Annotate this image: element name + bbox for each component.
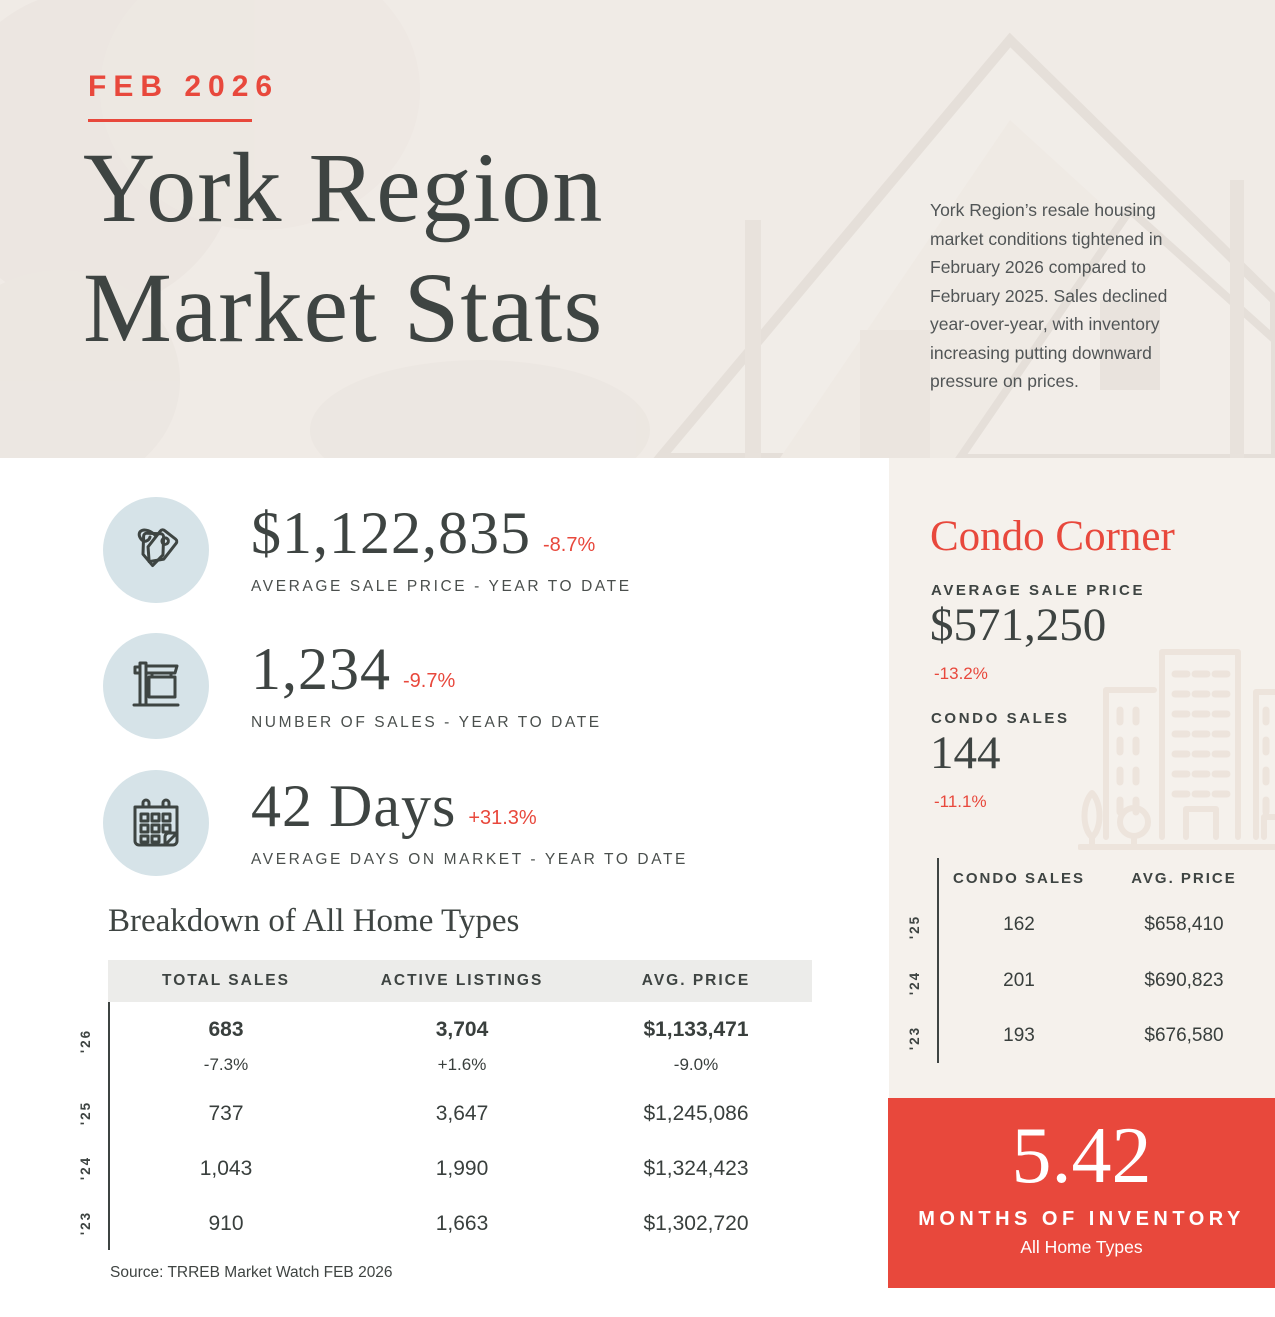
condo-sales-change: -11.1% xyxy=(934,792,987,811)
total-sales-change: -7.3% xyxy=(203,1055,249,1074)
stat-value-row: 42 Days +31.3% xyxy=(251,772,688,841)
total-sales-value: 1,043 xyxy=(199,1157,253,1180)
total-sales-value: 910 xyxy=(208,1212,244,1235)
stat-value: 1,234 xyxy=(251,636,391,702)
avg-price-value: $1,133,471 xyxy=(643,1018,749,1041)
page-title: York Region Market Stats xyxy=(83,128,603,368)
intro-paragraph: York Region’s resale housing market cond… xyxy=(930,200,1168,392)
inventory-value: 5.42 xyxy=(1011,1112,1152,1200)
stat-change: -8.7% xyxy=(543,534,596,556)
column-header: CONDO SALES xyxy=(952,870,1085,887)
active-listings-change: +1.6% xyxy=(437,1055,487,1074)
condo-price-cell: $676,580 xyxy=(1144,1025,1224,1046)
active-listings-value: 3,647 xyxy=(435,1102,489,1125)
year-label: '23 xyxy=(907,1025,922,1051)
stat-value-row: $1,122,835 -8.7% xyxy=(251,499,632,568)
year-label: '25 xyxy=(907,914,922,940)
condo-table-row: 162 $658,410 xyxy=(939,914,1269,936)
column-header: AVG. PRICE xyxy=(1131,870,1237,887)
stat-label: AVERAGE DAYS ON MARKET - YEAR TO DATE xyxy=(251,851,688,868)
condo-sales-cell: 201 xyxy=(1003,970,1035,991)
condo-sales-value: 144 xyxy=(930,727,1001,779)
page-title-line1: York Region xyxy=(83,132,604,243)
stat-label: AVERAGE SALE PRICE - YEAR TO DATE xyxy=(251,578,632,595)
months-of-inventory-box: 5.42 MONTHS OF INVENTORY All Home Types xyxy=(888,1098,1275,1288)
year-label: '26 xyxy=(78,1028,93,1054)
active-listings-value: 3,704 xyxy=(435,1018,489,1041)
stat-change: +31.3% xyxy=(468,807,537,829)
date-underline xyxy=(88,119,252,122)
column-header: TOTAL SALES xyxy=(162,972,290,989)
table-change-row: -7.3% +1.6% -9.0% xyxy=(108,1055,812,1075)
table-row: 1,043 1,990 $1,324,423 xyxy=(108,1157,812,1181)
condo-avg-price-value: $571,250 xyxy=(930,599,1107,651)
sale-sign-icon xyxy=(103,633,209,739)
stat-average-sale-price: $1,122,835 -8.7% AVERAGE SALE PRICE - YEA… xyxy=(103,497,632,603)
year-label: '24 xyxy=(907,970,922,996)
condo-avg-price-change: -13.2% xyxy=(934,664,988,683)
condo-buildings-illustration xyxy=(1078,649,1275,850)
condo-sales-cell: 162 xyxy=(1003,914,1035,935)
condo-avg-price-label: AVERAGE SALE PRICE xyxy=(931,582,1146,599)
stat-number-of-sales: 1,234 -9.7% NUMBER OF SALES - YEAR TO DAT… xyxy=(103,633,602,739)
avg-price-change: -9.0% xyxy=(673,1055,719,1074)
year-label: '23 xyxy=(78,1210,93,1236)
page-title-line2: Market Stats xyxy=(83,252,604,363)
avg-price-value: $1,245,086 xyxy=(643,1102,749,1125)
column-header: ACTIVE LISTINGS xyxy=(380,972,544,989)
price-tags-icon xyxy=(103,497,209,603)
column-header: AVG. PRICE xyxy=(641,972,751,989)
condo-table-left-rule xyxy=(937,858,939,1063)
table-left-rule xyxy=(108,960,110,1250)
condo-price-cell: $658,410 xyxy=(1144,914,1224,935)
calendar-icon xyxy=(103,770,209,876)
year-label: '24 xyxy=(78,1155,93,1181)
total-sales-value: 737 xyxy=(208,1102,244,1125)
house-photo-background xyxy=(0,0,1275,458)
condo-sales-label: CONDO SALES xyxy=(931,710,1070,727)
condo-sales-cell: 193 xyxy=(1003,1025,1035,1046)
breakdown-title: Breakdown of All Home Types xyxy=(108,903,520,939)
stat-value-row: 1,234 -9.7% xyxy=(251,635,602,704)
condo-price-cell: $690,823 xyxy=(1144,970,1224,991)
table-header-row: TOTAL SALES ACTIVE LISTINGS AVG. PRICE xyxy=(108,960,812,1002)
stat-label: NUMBER OF SALES - YEAR TO DATE xyxy=(251,714,602,731)
avg-price-value: $1,302,720 xyxy=(643,1212,749,1235)
table-row: 683 3,704 $1,133,471 xyxy=(108,1018,812,1042)
active-listings-value: 1,990 xyxy=(435,1157,489,1180)
active-listings-value: 1,663 xyxy=(435,1212,489,1235)
stat-value: 42 Days xyxy=(251,773,457,839)
condo-table-row: 193 $676,580 xyxy=(939,1025,1269,1047)
stat-change: -9.7% xyxy=(403,670,456,692)
stat-value: $1,122,835 xyxy=(251,500,531,566)
total-sales-value: 683 xyxy=(208,1018,244,1041)
condo-table-header-row: CONDO SALES AVG. PRICE xyxy=(939,870,1269,887)
table-row: 910 1,663 $1,302,720 xyxy=(108,1212,812,1236)
source-note: Source: TRREB Market Watch FEB 2026 xyxy=(110,1264,393,1281)
table-row: 737 3,647 $1,245,086 xyxy=(108,1102,812,1126)
header: FEB 2026 York Region Market Stats York Re… xyxy=(0,0,1275,458)
inventory-label: MONTHS OF INVENTORY xyxy=(918,1208,1245,1230)
stat-days-on-market: 42 Days +31.3% AVERAGE DAYS ON MARKET - Y… xyxy=(103,770,688,876)
condo-sidebar: Condo Corner AVERAGE SALE PRICE $571,250… xyxy=(889,458,1275,1098)
avg-price-value: $1,324,423 xyxy=(643,1157,749,1180)
condo-table-row: 201 $690,823 xyxy=(939,970,1269,992)
report-date: FEB 2026 xyxy=(88,70,280,103)
condo-corner-title: Condo Corner xyxy=(930,513,1175,560)
year-label: '25 xyxy=(78,1100,93,1126)
inventory-sublabel: All Home Types xyxy=(1020,1237,1143,1257)
